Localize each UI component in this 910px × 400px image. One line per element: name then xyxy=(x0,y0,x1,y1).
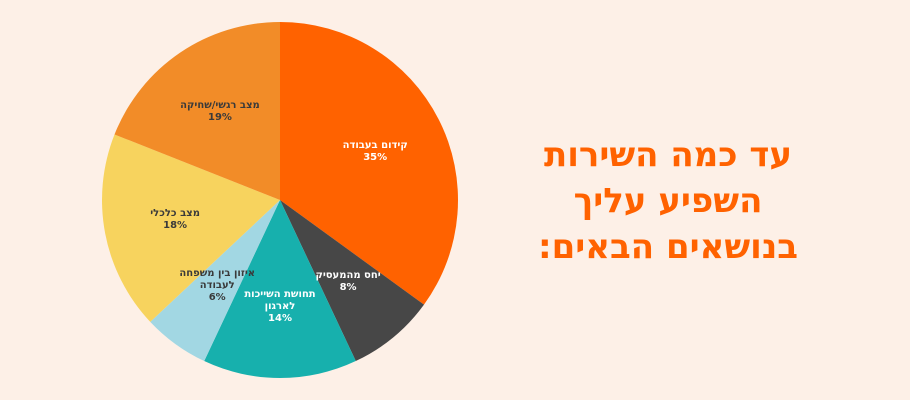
chart-title: עד כמה השירות השפיע עליך בנושאים הבאים: xyxy=(508,132,828,270)
slice-label: יחס מהמעסיק 8% xyxy=(306,270,390,294)
slice-value-label: 6% xyxy=(208,292,226,304)
pie-slice xyxy=(280,22,458,305)
slice-value-label: 8% xyxy=(339,282,357,294)
title-line: בנושאים הבאים: xyxy=(538,227,798,267)
title-line: השפיע עליך xyxy=(573,181,763,221)
slice-value-label: 14% xyxy=(268,312,292,324)
slice-category: תחושת השייכות לארגון xyxy=(244,288,316,312)
slice-category: מצב כלכלי xyxy=(150,208,200,219)
pie-slice xyxy=(204,200,356,378)
pie-slice xyxy=(114,22,280,200)
slice-value-label: 18% xyxy=(163,220,188,231)
pie-slice xyxy=(280,200,425,362)
slice-category: מצב רגשי/שחיקה xyxy=(180,99,260,111)
slice-category: יחס מהמעסיק xyxy=(315,270,381,282)
slice-label: מצב כלכלי 18% xyxy=(133,208,217,232)
title-line: עד כמה השירות xyxy=(543,135,793,175)
slice-category: קידום בעבודה xyxy=(342,139,408,151)
slice-category: איזון בין משפחה לעבודה xyxy=(179,268,256,292)
slice-label: קידום בעבודה 35% xyxy=(333,140,417,164)
pie-slice xyxy=(150,200,280,362)
slice-label: תחושת השייכות לארגון 14% xyxy=(238,289,322,325)
slice-label: מצב רגשי/שחיקה 19% xyxy=(178,100,262,124)
slice-value-label: 19% xyxy=(208,111,232,123)
slice-value-label: 35% xyxy=(363,151,388,163)
slice-label: איזון בין משפחה לעבודה 6% xyxy=(175,268,259,304)
pie-slice xyxy=(102,134,280,322)
